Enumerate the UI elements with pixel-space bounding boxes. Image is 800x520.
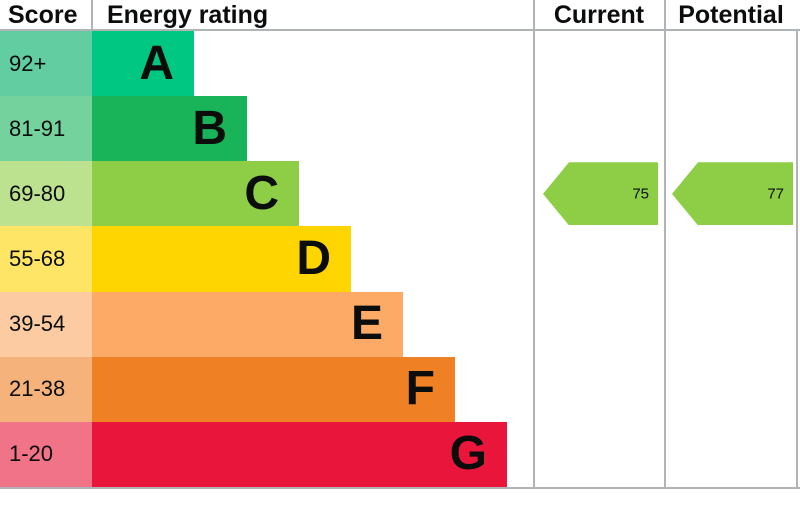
- header-bottom-border: [0, 29, 800, 31]
- rating-band-rows: 92+ A 81-91 B 69-80 C 55-68 D 39-54 E 21-38 F 1-20 G: [0, 31, 533, 487]
- score-range-e: 39-54: [0, 291, 92, 357]
- band-row-d: 55-68 D: [0, 226, 533, 292]
- rating-bar-e: E: [92, 291, 403, 357]
- potential-rating-arrow: 77: [672, 162, 793, 226]
- band-row-c: 69-80 C: [0, 161, 533, 227]
- band-letter-e: E: [350, 297, 383, 351]
- rating-bar-b: B: [92, 96, 247, 162]
- energy-rating-column-header: Energy rating: [107, 0, 269, 29]
- rating-bar-d: D: [92, 226, 351, 292]
- band-letter-d: D: [296, 231, 331, 285]
- band-row-e: 39-54 E: [0, 291, 533, 357]
- band-row-g: 1-20 G: [0, 421, 533, 487]
- band-row-a: 92+ A: [0, 31, 533, 97]
- score-range-b: 81-91: [0, 96, 92, 162]
- band-letter-f: F: [405, 362, 435, 416]
- band-row-b: 81-91 B: [0, 96, 533, 162]
- chart-bottom-border: [0, 487, 800, 489]
- current-rating-value: 75: [632, 185, 649, 203]
- potential-rating-value: 77: [767, 185, 784, 203]
- score-range-c: 69-80: [0, 161, 92, 227]
- rating-bar-c: C: [92, 161, 299, 227]
- potential-column-header: Potential: [678, 0, 784, 29]
- score-range-g: 1-20: [0, 421, 92, 487]
- band-letter-a: A: [139, 36, 174, 90]
- rating-bar-f: F: [92, 356, 455, 422]
- rating-bar-a: A: [92, 31, 194, 97]
- right-border: [795, 29, 798, 489]
- score-range-a: 92+: [0, 31, 92, 97]
- score-range-d: 55-68: [0, 226, 92, 292]
- band-letter-g: G: [449, 427, 487, 481]
- band-letter-b: B: [192, 101, 227, 155]
- current-rating-arrow: 75: [543, 162, 658, 226]
- score-column-divider: [90, 0, 93, 29]
- band-row-f: 21-38 F: [0, 356, 533, 422]
- score-column-header: Score: [8, 0, 78, 29]
- score-range-f: 21-38: [0, 356, 92, 422]
- current-column-divider: [532, 0, 535, 489]
- potential-column-divider: [663, 0, 666, 489]
- current-column-header: Current: [553, 0, 645, 29]
- band-letter-c: C: [244, 166, 279, 220]
- rating-bar-g: G: [92, 421, 507, 487]
